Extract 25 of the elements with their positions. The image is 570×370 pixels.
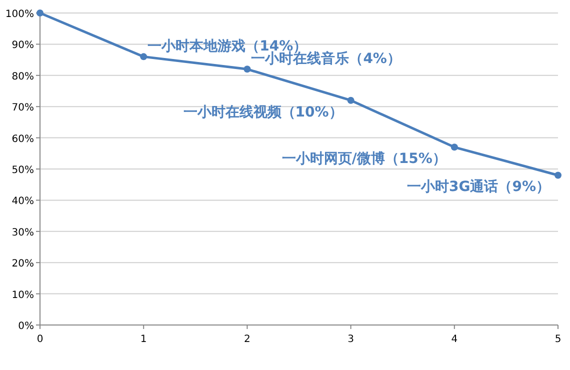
y-tick-label: 0% (18, 321, 34, 332)
annotation: 一小时网页/微博（15%） (282, 151, 446, 168)
annotation: 一小时在线视频（10%） (183, 103, 343, 120)
point (140, 53, 148, 60)
x-tick-label: 5 (554, 334, 562, 345)
x-tick-label: 2 (244, 334, 250, 345)
y-tick-label: 60% (12, 134, 34, 145)
y-tick-label: 90% (12, 40, 34, 52)
y-tick-label: 30% (12, 227, 34, 238)
annotation: 一小时3G通话（9%） (406, 178, 550, 196)
point (450, 144, 458, 151)
y-tick-label: 20% (12, 258, 34, 270)
y-tick-label: 40% (12, 196, 34, 208)
x-tick-label: 3 (348, 334, 354, 345)
y-tick-label: 10% (12, 290, 34, 301)
y-tick-label: 80% (12, 71, 34, 82)
point (347, 96, 354, 104)
point (244, 66, 251, 73)
x-tick-label: 4 (451, 334, 458, 345)
y-tick-label: 50% (12, 165, 34, 176)
y-tick-label: 70% (12, 102, 34, 114)
y-tick-label: 100% (5, 9, 34, 20)
x-tick-label: 1 (140, 334, 147, 345)
x-tick-label: 0 (36, 334, 44, 345)
point (554, 172, 562, 179)
